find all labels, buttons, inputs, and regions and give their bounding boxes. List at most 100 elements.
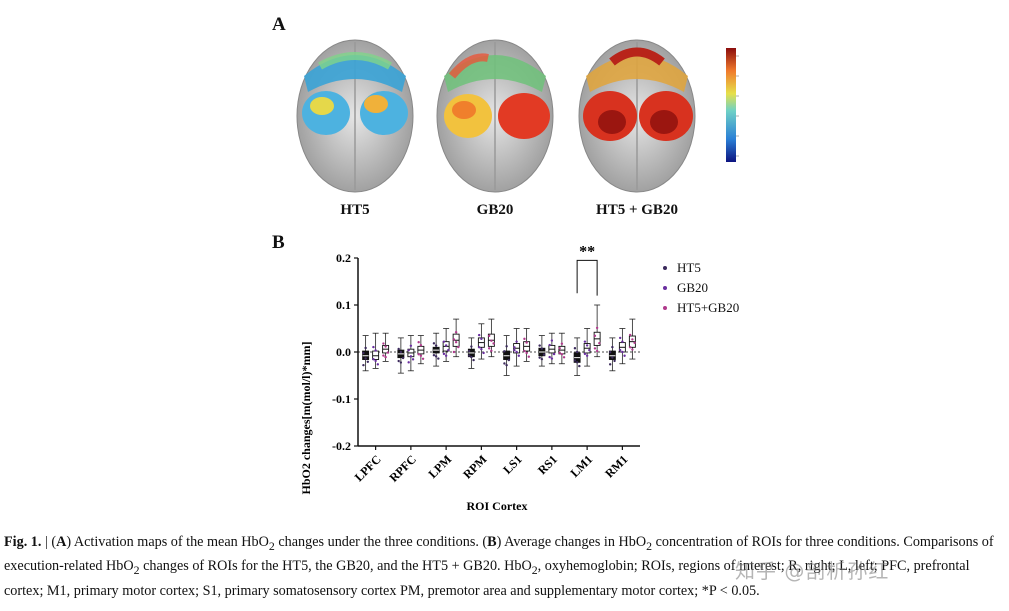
- data-point: [548, 355, 551, 359]
- legend-label-ht5-gb20: HT5+GB20: [677, 300, 740, 315]
- data-point: [517, 354, 521, 357]
- data-point: [374, 359, 377, 363]
- data-point: [503, 350, 506, 353]
- significance-label: **: [579, 246, 595, 260]
- data-point: [397, 359, 400, 363]
- x-tick-label: RS1: [535, 452, 560, 477]
- data-point: [467, 349, 471, 353]
- data-point: [432, 342, 436, 345]
- data-point: [618, 348, 622, 352]
- data-point: [442, 352, 446, 356]
- chart-legend: HT5 GB20 HT5+GB20: [663, 258, 739, 318]
- data-point: [437, 357, 440, 360]
- data-point: [432, 353, 436, 357]
- data-point: [434, 344, 438, 347]
- box-ht5-rpm: [467, 337, 475, 369]
- data-point: [505, 345, 508, 348]
- legend-item-gb20: GB20: [663, 278, 739, 298]
- data-point: [583, 340, 587, 343]
- data-point: [411, 358, 415, 361]
- data-point: [452, 338, 456, 341]
- caption-sep: | (: [41, 534, 57, 550]
- data-point: [595, 326, 599, 330]
- data-point: [384, 345, 387, 348]
- data-point: [593, 334, 597, 338]
- data-point: [562, 356, 566, 359]
- data-point: [588, 348, 591, 352]
- data-point: [454, 341, 458, 344]
- data-point: [618, 336, 622, 340]
- data-point: [575, 361, 579, 364]
- data-point: [452, 350, 456, 354]
- data-point: [492, 342, 495, 345]
- x-tick-label: LS1: [500, 452, 525, 477]
- data-point: [364, 346, 367, 350]
- brain-label-ht5: HT5: [340, 202, 370, 218]
- data-point: [621, 350, 624, 354]
- x-tick-label: RM1: [602, 452, 630, 480]
- data-point: [540, 357, 544, 361]
- box-ht5-gb20-ls1: [523, 328, 531, 362]
- data-point: [621, 340, 624, 343]
- data-point: [583, 352, 587, 356]
- data-point: [490, 349, 493, 352]
- figure-caption: Fig. 1. | (A) Activation maps of the mea…: [4, 532, 1004, 601]
- data-point: [631, 338, 634, 341]
- brain-map-ht5-gb20: [578, 39, 696, 193]
- data-point: [523, 337, 526, 341]
- data-point: [578, 364, 581, 368]
- y-tick-label: -0.1: [332, 392, 351, 406]
- data-point: [585, 354, 589, 357]
- data-point: [613, 359, 616, 363]
- data-point: [507, 358, 511, 362]
- caption-b-text2: concentration of ROIs for three conditio…: [4, 534, 994, 575]
- legend-dot-ht5: [663, 266, 667, 270]
- data-point: [421, 357, 425, 360]
- data-point: [480, 347, 483, 351]
- box-gb20-rs1: [548, 332, 556, 365]
- box-ht5-lpfc: [362, 335, 370, 372]
- data-point: [598, 341, 601, 345]
- data-point: [503, 362, 506, 365]
- data-point: [444, 344, 448, 347]
- colorbar: [726, 48, 739, 162]
- box-ht5-gb20-rm1: [628, 318, 636, 360]
- data-point: [447, 348, 450, 352]
- data-point: [573, 347, 577, 350]
- caption-a-text: ) Activation maps of the mean HbO: [66, 534, 269, 550]
- data-point: [538, 356, 541, 359]
- data-point: [434, 355, 438, 358]
- data-point: [611, 356, 614, 359]
- caption-a-label: A: [56, 534, 67, 550]
- brain-map-gb20: [436, 39, 554, 193]
- data-point: [444, 354, 448, 357]
- data-point: [560, 353, 564, 356]
- caption-a-sub: 2: [268, 538, 275, 553]
- data-point: [560, 342, 564, 345]
- y-tick-label: 0.2: [336, 251, 351, 265]
- data-point: [454, 330, 458, 334]
- data-point: [382, 354, 385, 357]
- box-ht5-rm1: [608, 337, 616, 372]
- box-gb20-rm1: [618, 328, 626, 365]
- data-point: [515, 340, 518, 343]
- legend-item-ht5-gb20: HT5+GB20: [663, 298, 739, 318]
- box-ht5-rpfc: [397, 337, 405, 374]
- data-point: [525, 351, 528, 355]
- data-point: [540, 347, 544, 350]
- x-tick-label: RPFC: [386, 452, 419, 485]
- caption-b-sub: 2: [646, 538, 653, 553]
- data-point: [595, 349, 599, 353]
- x-tick-label: LM1: [567, 452, 595, 480]
- chart-marks: **: [362, 246, 636, 376]
- legend-label-ht5: HT5: [677, 260, 701, 275]
- data-point: [480, 337, 483, 341]
- data-point: [401, 356, 405, 360]
- y-tick-label: 0.1: [336, 298, 351, 312]
- box-ht5-gb20-lm1: [593, 304, 601, 358]
- data-point: [372, 345, 375, 349]
- box-gb20-rpfc: [407, 335, 415, 372]
- watermark: 知乎 @剖析孙红: [735, 559, 890, 583]
- data-point: [399, 350, 403, 354]
- x-tick-label: RPM: [460, 452, 489, 481]
